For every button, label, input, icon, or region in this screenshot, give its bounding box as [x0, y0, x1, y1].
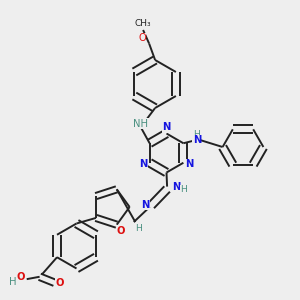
Text: H: H	[9, 277, 16, 287]
Text: CH₃: CH₃	[135, 19, 152, 28]
Text: NH: NH	[134, 118, 148, 129]
Text: O: O	[16, 272, 25, 282]
Text: N: N	[193, 135, 201, 145]
Text: N: N	[141, 200, 149, 210]
Text: N: N	[162, 122, 171, 133]
Text: N: N	[172, 182, 181, 192]
Text: H: H	[136, 224, 142, 233]
Text: O: O	[56, 278, 64, 288]
Text: H: H	[194, 130, 200, 139]
Text: O: O	[116, 226, 124, 236]
Text: H: H	[180, 185, 187, 194]
Text: N: N	[140, 159, 148, 169]
Text: N: N	[185, 159, 194, 169]
Text: O: O	[138, 33, 146, 43]
